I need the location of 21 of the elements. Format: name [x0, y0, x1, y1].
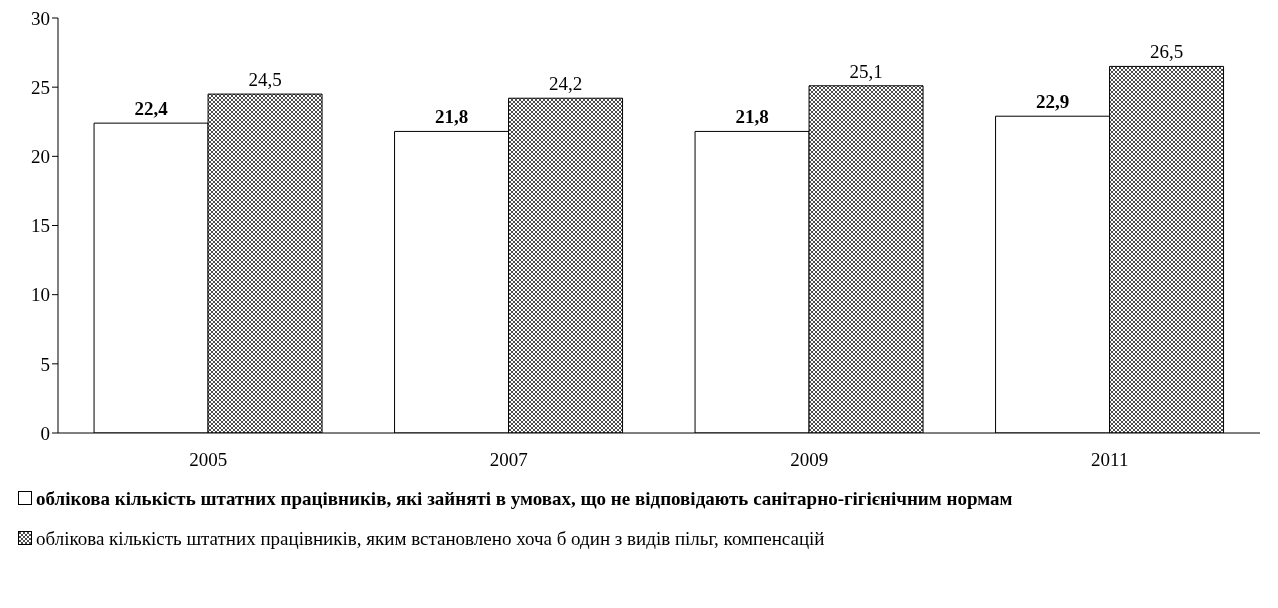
y-tick-label: 5 [40, 353, 50, 375]
x-tick-label: 2011 [1091, 449, 1129, 471]
y-tick-label: 15 [31, 215, 50, 237]
data-label: 21,8 [434, 106, 469, 128]
y-tick-label: 20 [31, 146, 50, 168]
legend-label: облікова кількість штатних працівників, які зайняті в умовах, що не відповідають санітарно-гігієнічним нормам [36, 488, 1013, 510]
y-tick-label: 30 [31, 7, 50, 29]
data-label: 24,2 [548, 73, 583, 95]
y-tick-label: 25 [31, 76, 50, 98]
x-tick-label: 2005 [189, 449, 228, 471]
x-tick-label: 2009 [790, 449, 829, 471]
data-label: 25,1 [849, 60, 883, 82]
data-label: 26,5 [1149, 41, 1184, 63]
y-tick-label: 0 [40, 422, 50, 444]
x-tick-label: 2007 [489, 449, 528, 471]
legend-label: облікова кількість штатних працівників, яким встановлено хоча б один з видів пільг, компенсацій [36, 528, 825, 550]
data-label: 22,4 [134, 98, 169, 120]
y-tick-label: 10 [31, 284, 50, 306]
data-label: 22,9 [1035, 91, 1070, 113]
data-label: 21,8 [735, 106, 769, 128]
data-label: 24,5 [248, 69, 282, 91]
